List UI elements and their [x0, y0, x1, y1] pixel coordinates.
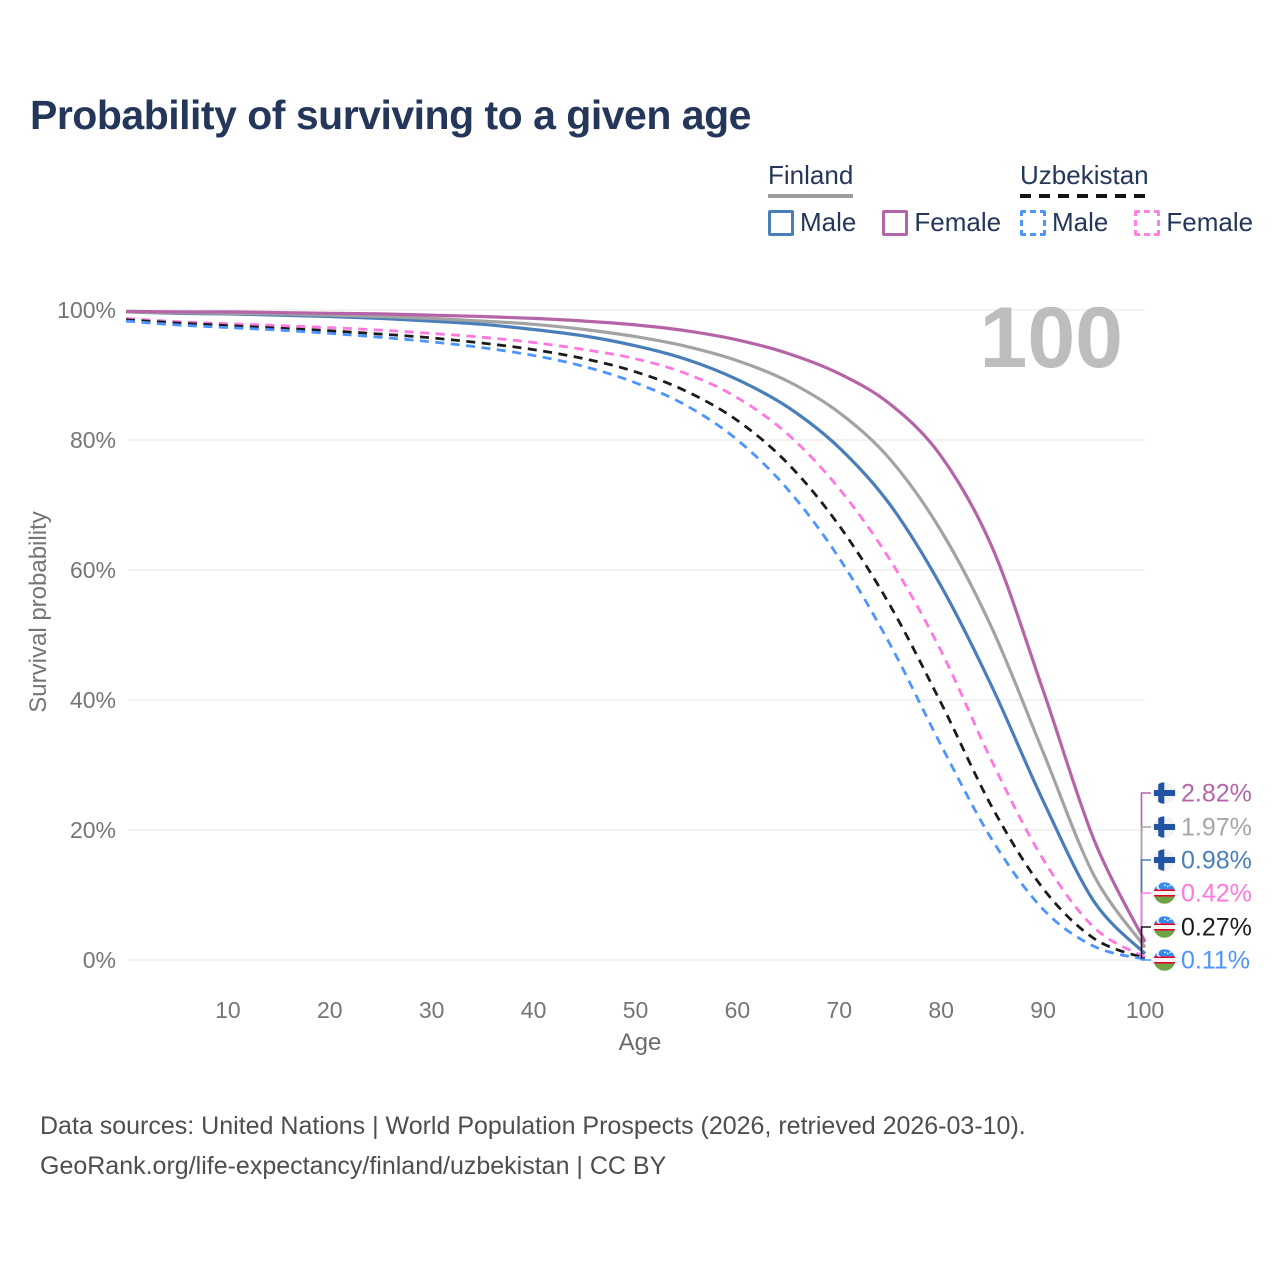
- legend-item-uzbekistan-female[interactable]: Female: [1134, 207, 1253, 238]
- legend-group-finland: Finland Male Female: [768, 160, 1001, 238]
- finland-male-swatch-icon: [768, 209, 794, 236]
- curve-finland-combined: [125, 310, 1147, 949]
- y-axis-title: Survival probability: [25, 511, 52, 712]
- curve-finland-male: [125, 310, 1147, 955]
- legend-item-finland-male[interactable]: Male: [768, 207, 856, 238]
- finland-flag-icon: [1153, 849, 1176, 871]
- x-tick-label: 10: [215, 997, 241, 1023]
- legend-item-label: Female: [914, 207, 1002, 237]
- leader-line-finland-female: [1140, 792, 1151, 943]
- x-tick-label: 60: [725, 997, 751, 1023]
- x-tick-label: 90: [1030, 997, 1056, 1023]
- uzbekistan-flag-icon: [1153, 916, 1176, 938]
- leader-line-uzbekistan-male: [1140, 958, 1151, 961]
- curve-uzbekistan-male: [125, 319, 1146, 961]
- y-tick-label: 0%: [83, 947, 116, 973]
- y-tick-label: 80%: [70, 427, 116, 453]
- leader-line-finland-combined: [1140, 826, 1151, 948]
- legend-header-finland: Finland: [768, 160, 854, 198]
- end-labels: 2.82% 1.97% 0.98% 0.42% 0.27% 0.11%: [1140, 780, 1252, 975]
- x-tick-label: 80: [928, 997, 954, 1023]
- end-label-value-finland-combined: 1.97%: [1181, 814, 1252, 842]
- leader-line-uzbekistan-combined: [1140, 926, 1151, 959]
- finland-female-swatch-icon: [882, 209, 909, 236]
- leader-line-uzbekistan-female: [1140, 892, 1151, 959]
- legend-group-uzbekistan: Uzbekistan Male Female: [1020, 160, 1253, 238]
- x-tick-label: 20: [317, 997, 343, 1023]
- legend-item-finland-female[interactable]: Female: [882, 207, 1001, 238]
- curve-finland-female: [125, 309, 1147, 943]
- axis-labels: 10 20 30 40 50 60 70 80 90 100 Age Survival probabi…: [25, 511, 1164, 1056]
- x-tick-label: 70: [827, 997, 853, 1023]
- legend-item-label: Male: [800, 207, 857, 237]
- uzbekistan-dashed-line-sample: [1020, 194, 1149, 198]
- end-label-value-uzbekistan-combined: 0.27%: [1181, 914, 1252, 942]
- legend-item-label: Female: [1166, 207, 1254, 237]
- curve-uzbekistan-combined: [125, 318, 1146, 960]
- legend-item-label: Male: [1052, 207, 1109, 237]
- page-title: Probability of surviving to a given age: [30, 92, 751, 138]
- legend-country-label: Uzbekistan: [1020, 160, 1149, 190]
- finland-solid-line-sample: [768, 194, 854, 198]
- y-tick-label: 100%: [57, 297, 116, 323]
- footer: Data sources: United Nations | World Pop…: [40, 1106, 1026, 1186]
- data-sources-text: Data sources: United Nations | World Pop…: [40, 1112, 1026, 1140]
- uzbekistan-flag-icon: [1153, 882, 1176, 904]
- x-tick-label: 30: [419, 997, 445, 1023]
- legend-item-uzbekistan-male[interactable]: Male: [1020, 207, 1108, 238]
- uzbekistan-flag-icon: [1153, 949, 1176, 971]
- end-label-value-uzbekistan-male: 0.11%: [1181, 947, 1250, 975]
- x-axis-title: Age: [619, 1029, 662, 1056]
- legend-row-finland: Male Female: [768, 207, 1001, 238]
- age-counter-watermark: 100: [980, 290, 1124, 386]
- curve-uzbekistan-female: [125, 317, 1146, 959]
- x-tick-label: 50: [623, 997, 649, 1023]
- end-label-value-finland-male: 0.98%: [1181, 847, 1252, 875]
- finland-flag-icon: [1153, 816, 1176, 838]
- legend-country-label: Finland: [768, 160, 854, 190]
- x-tick-label: 40: [521, 997, 547, 1023]
- end-label-value-uzbekistan-female: 0.42%: [1181, 880, 1252, 908]
- finland-flag-icon: [1153, 782, 1176, 804]
- uzbekistan-female-swatch-icon: [1134, 209, 1161, 236]
- gridlines: 0% 20% 40% 60% 80% 100%: [57, 297, 1145, 973]
- curves: [125, 309, 1147, 961]
- end-label-value-finland-female: 2.82%: [1181, 780, 1252, 808]
- legend-header-uzbekistan: Uzbekistan: [1020, 160, 1149, 198]
- y-tick-label: 40%: [70, 687, 116, 713]
- uzbekistan-male-swatch-icon: [1020, 209, 1046, 236]
- y-tick-label: 20%: [70, 817, 116, 843]
- x-tick-label: 100: [1126, 997, 1164, 1023]
- y-tick-label: 60%: [70, 557, 116, 583]
- legend-row-uzbekistan: Male Female: [1020, 207, 1253, 238]
- attribution-text: GeoRank.org/life-expectancy/finland/uzbe…: [40, 1152, 667, 1180]
